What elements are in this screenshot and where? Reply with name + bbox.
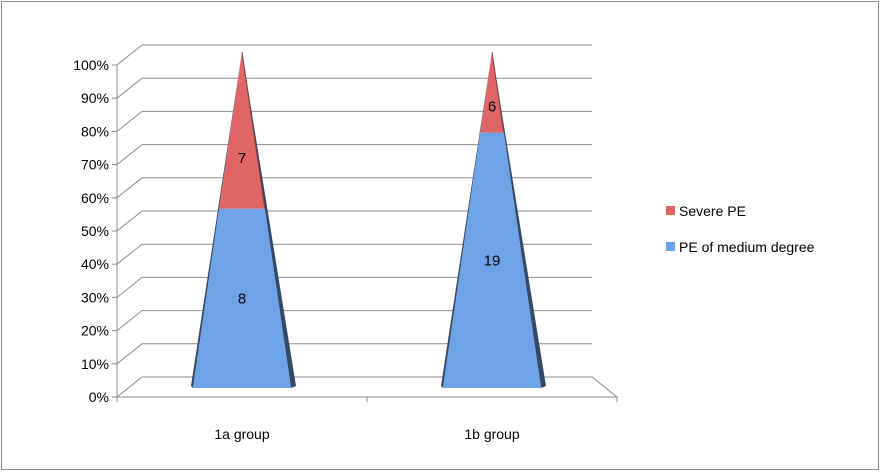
data-label-severe: 7 — [238, 150, 246, 167]
pyramid-edge — [241, 51, 266, 209]
data-label-medium: 8 — [238, 290, 246, 307]
y-tick-label: 10% — [81, 356, 109, 372]
y-tick-label: 70% — [81, 157, 109, 173]
data-label-medium: 19 — [484, 252, 501, 269]
pyramid-side-face — [191, 52, 242, 388]
legend-label: Severe PE — [679, 203, 746, 219]
gridline — [116, 210, 592, 232]
x-category-label: 1a group — [214, 426, 269, 442]
pyramid-segment-medium — [193, 208, 291, 388]
pyramid-side-face — [441, 52, 492, 388]
y-tick-label: 0% — [89, 389, 109, 405]
gridline — [116, 310, 592, 331]
y-tick-label: 60% — [81, 190, 109, 206]
y-tick-label: 100% — [73, 57, 109, 73]
y-tick-label: 50% — [81, 223, 109, 239]
pyramid-segment-medium — [443, 132, 541, 388]
pyramid-side-face — [242, 52, 296, 388]
gridline — [116, 44, 592, 66]
pyramid-side-face — [492, 52, 546, 388]
x-category-label: 1b group — [464, 426, 519, 442]
y-tick-label: 90% — [81, 90, 109, 106]
legend-swatch — [666, 242, 675, 251]
y-tick-label: 40% — [81, 256, 109, 272]
y-tick-label: 80% — [81, 123, 109, 139]
pyramid-edge — [491, 51, 505, 133]
pyramid-segment-severe — [480, 52, 504, 133]
y-tick-label: 20% — [81, 323, 109, 339]
gridline — [116, 276, 592, 298]
gridline — [116, 77, 592, 99]
gridline — [116, 110, 592, 132]
gridline — [116, 243, 592, 265]
pyramid-segment-severe — [219, 52, 265, 209]
gridline — [116, 144, 592, 165]
y-tick-label: 30% — [81, 289, 109, 305]
legend-label: PE of medium degree — [679, 239, 815, 255]
gridline — [116, 343, 592, 365]
legend-swatch — [666, 206, 675, 215]
gridline — [116, 177, 592, 199]
data-label-severe: 6 — [488, 98, 496, 115]
